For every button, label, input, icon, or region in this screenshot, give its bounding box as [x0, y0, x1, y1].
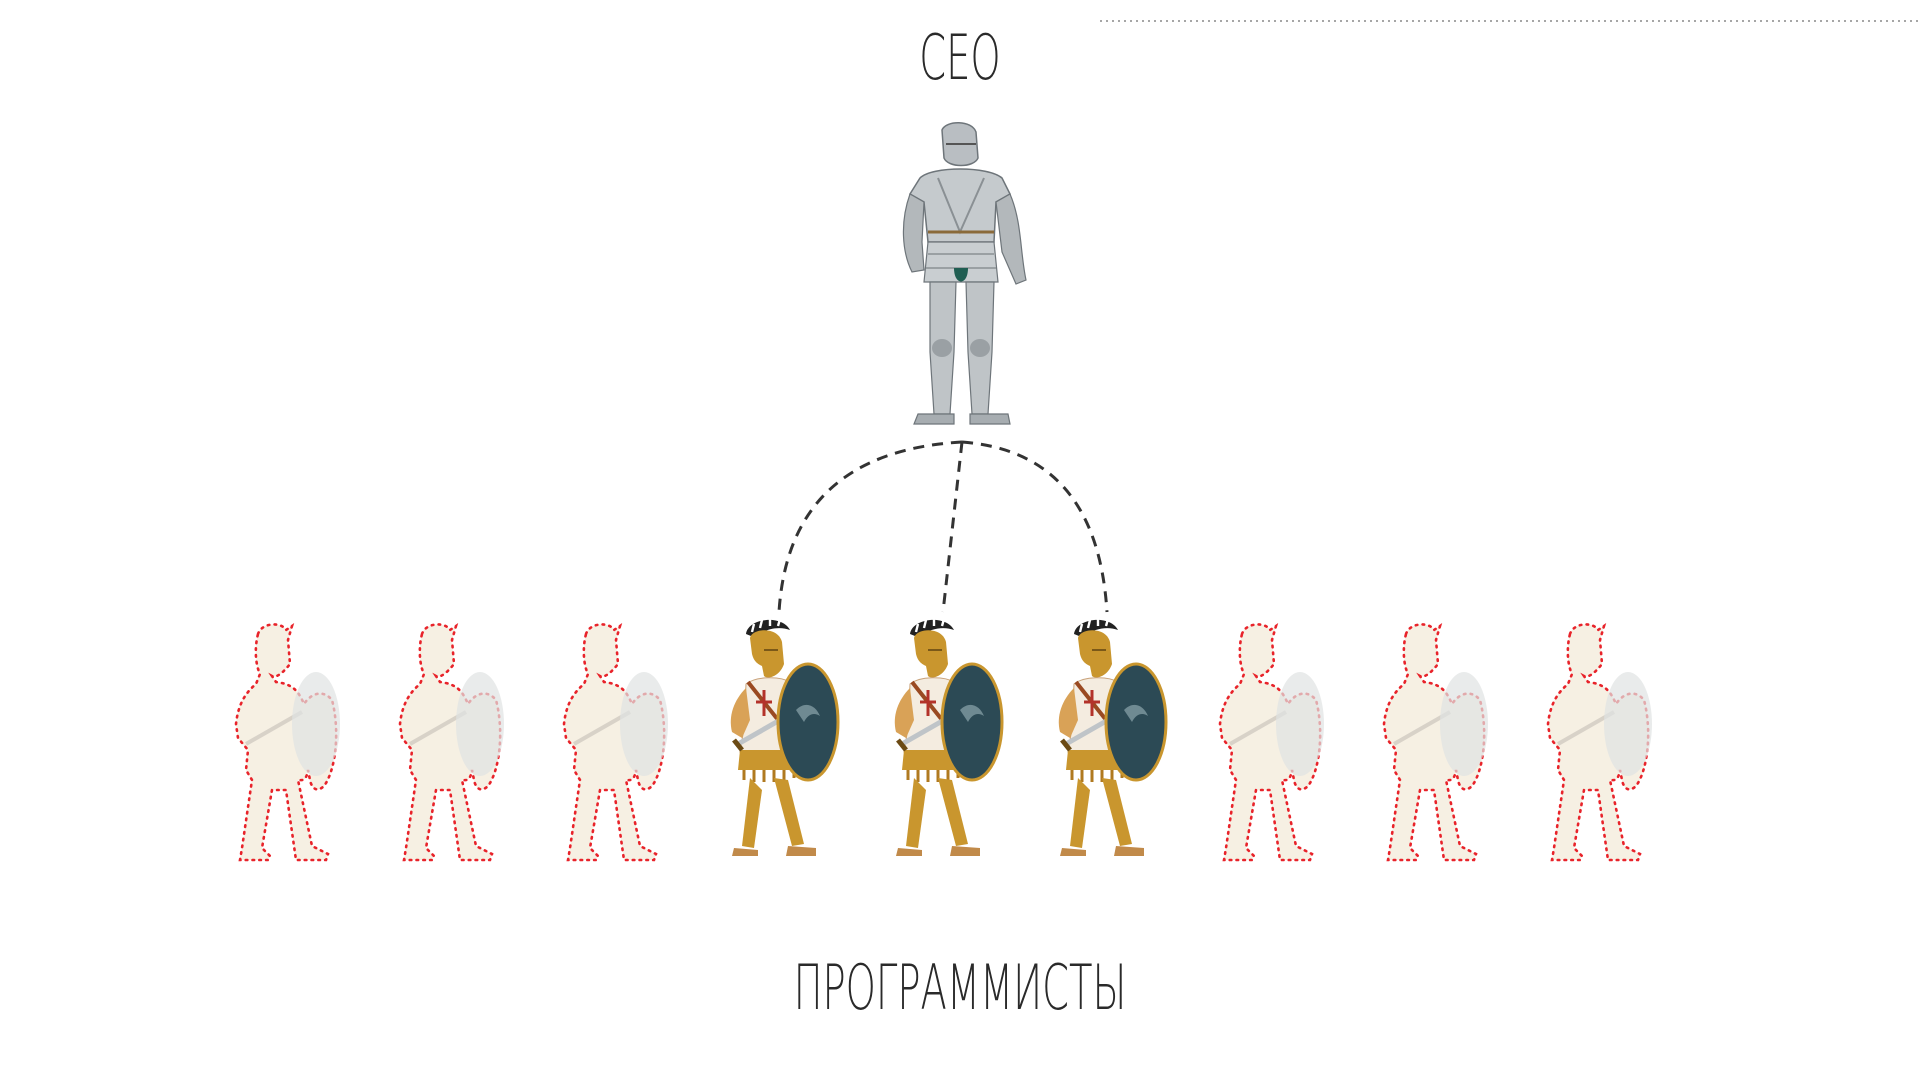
programmer-row — [234, 618, 1654, 862]
programmer-hired — [895, 618, 1002, 856]
programmer-vacant — [1382, 622, 1490, 862]
programmer-hired — [731, 618, 838, 856]
programmer-vacant — [562, 622, 670, 862]
connector-line — [941, 441, 964, 613]
connector-line — [961, 440, 1109, 613]
ceo-figure — [901, 121, 1028, 426]
ceo-label: CEO — [919, 21, 1001, 94]
programmer-hired — [1059, 618, 1166, 856]
programmer-vacant — [1546, 622, 1654, 862]
programmers-label: ПРОГРАММИСТЫ — [793, 951, 1127, 1024]
connector-line — [777, 440, 963, 613]
programmer-vacant — [398, 622, 506, 862]
programmer-vacant — [234, 622, 342, 862]
programmer-vacant — [1218, 622, 1326, 862]
connector-lines — [777, 440, 1109, 613]
